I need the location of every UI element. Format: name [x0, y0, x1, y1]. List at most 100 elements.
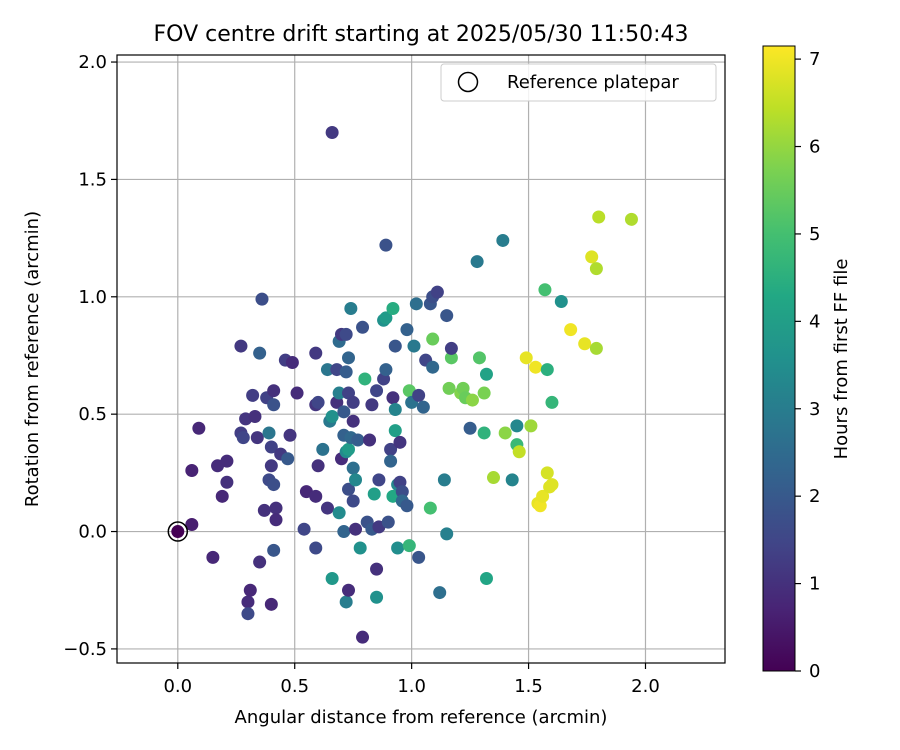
data-point [311, 459, 325, 473]
y-axis-label: Rotation from reference (arcmin) [22, 211, 43, 507]
legend-frame [440, 63, 717, 102]
data-point [241, 595, 255, 609]
data-point [337, 405, 351, 419]
data-point [545, 395, 559, 409]
data-point [440, 309, 454, 323]
data-point [402, 539, 416, 553]
data-point [540, 466, 554, 480]
x-axis-label: Angular distance from reference (arcmin) [235, 707, 608, 728]
data-point [536, 489, 550, 503]
data-point [192, 421, 206, 435]
data-point [325, 571, 339, 585]
data-point [545, 478, 559, 492]
data-point [248, 410, 262, 424]
data-point [412, 550, 426, 564]
data-point [384, 454, 398, 468]
data-point [472, 351, 486, 365]
data-point [320, 501, 334, 515]
data-point [444, 341, 458, 355]
data-point [236, 431, 250, 445]
data-point [269, 501, 283, 515]
data-point [267, 398, 281, 412]
data-point [346, 414, 360, 428]
data-point [309, 541, 323, 555]
colorbar-tick-label: 1 [809, 574, 820, 595]
legend-marker [457, 71, 479, 93]
data-point [290, 386, 304, 400]
data-point [512, 445, 526, 459]
data-point [264, 440, 278, 454]
data-point [433, 586, 447, 600]
data-point [215, 489, 229, 503]
data-point [363, 433, 377, 447]
data-point [325, 125, 339, 139]
colorbar-label: Hours from first FF file [831, 259, 852, 460]
data-point [311, 395, 325, 409]
data-point [388, 339, 402, 353]
reference-platepar-marker [167, 521, 189, 542]
data-point [391, 541, 405, 555]
data-point [423, 501, 437, 515]
data-point [370, 384, 384, 398]
data-point [255, 292, 269, 306]
data-point [267, 384, 281, 398]
colorbar-tick-label: 5 [809, 224, 820, 245]
data-point [171, 525, 185, 539]
data-point [395, 485, 409, 499]
data-point [283, 428, 297, 442]
data-point [372, 473, 386, 487]
y-tick-label: −0.5 [63, 639, 107, 660]
colorbar-tick-label: 4 [809, 311, 820, 332]
data-point [465, 393, 479, 407]
data-point [351, 433, 365, 447]
y-tick-label: 1.0 [78, 287, 107, 308]
data-point [346, 461, 360, 475]
data-point [589, 341, 603, 355]
data-point [442, 381, 456, 395]
y-tick-label: 2.0 [78, 52, 107, 73]
data-point [370, 562, 384, 576]
data-point [346, 494, 360, 508]
colorbar-tick-label: 3 [809, 399, 820, 420]
data-point [337, 525, 351, 539]
data-point [384, 442, 398, 456]
data-point [585, 250, 599, 264]
data-point [285, 356, 299, 370]
data-point [440, 527, 454, 541]
data-point [519, 351, 533, 365]
data-point [529, 360, 543, 374]
data-point [325, 410, 339, 424]
data-point [524, 419, 538, 433]
data-point [479, 571, 493, 585]
data-point [309, 346, 323, 360]
data-point [388, 424, 402, 438]
data-point [339, 595, 353, 609]
data-point [379, 238, 393, 252]
data-point [426, 332, 440, 346]
data-point [206, 550, 220, 564]
data-point [416, 400, 430, 414]
data-point [281, 452, 295, 466]
data-point [243, 583, 257, 597]
data-point [470, 255, 484, 269]
data-point [554, 294, 568, 308]
data-point [257, 503, 271, 517]
data-point [267, 543, 281, 557]
scatter-points [167, 125, 638, 644]
data-point [332, 386, 346, 400]
data-point [267, 478, 281, 492]
data-point [356, 320, 370, 334]
x-tick-label: 2.0 [631, 676, 660, 697]
data-point [407, 339, 421, 353]
data-point [316, 442, 330, 456]
y-tick-label: 1.5 [78, 169, 107, 190]
data-point [510, 419, 524, 433]
data-point [592, 210, 606, 224]
data-point [342, 442, 356, 456]
x-tick-label: 0.5 [280, 676, 309, 697]
data-point [342, 351, 356, 365]
colorbar-tick-label: 2 [809, 486, 820, 507]
data-point [400, 323, 414, 337]
